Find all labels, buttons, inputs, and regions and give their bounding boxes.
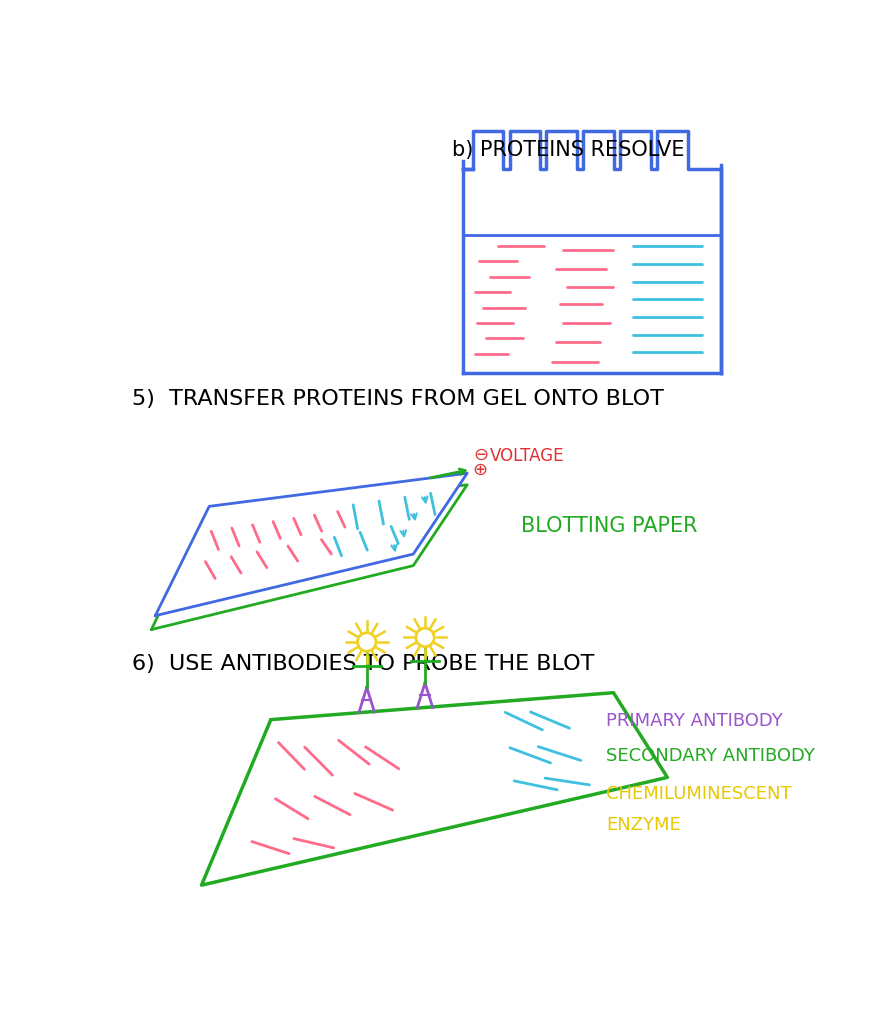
Text: SECONDARY ANTIBODY: SECONDARY ANTIBODY bbox=[606, 746, 814, 765]
Text: 6)  USE ANTIBODIES TO PROBE THE BLOT: 6) USE ANTIBODIES TO PROBE THE BLOT bbox=[132, 654, 595, 674]
Text: PRIMARY ANTIBODY: PRIMARY ANTIBODY bbox=[606, 712, 782, 730]
Polygon shape bbox=[201, 692, 667, 885]
Polygon shape bbox=[155, 473, 467, 615]
Text: VOLTAGE: VOLTAGE bbox=[490, 447, 564, 465]
Circle shape bbox=[416, 628, 434, 647]
Text: ⊖: ⊖ bbox=[473, 445, 488, 464]
Text: 5)  TRANSFER PROTEINS FROM GEL ONTO BLOT: 5) TRANSFER PROTEINS FROM GEL ONTO BLOT bbox=[132, 388, 664, 409]
Text: ENZYME: ENZYME bbox=[606, 816, 680, 834]
Text: b) PROTEINS RESOLVE: b) PROTEINS RESOLVE bbox=[452, 140, 684, 160]
Text: ⊕: ⊕ bbox=[472, 461, 487, 479]
Text: BLOTTING PAPER: BLOTTING PAPER bbox=[521, 515, 697, 536]
Text: CHEMILUMINESCENT: CHEMILUMINESCENT bbox=[606, 785, 791, 803]
Circle shape bbox=[358, 633, 376, 651]
